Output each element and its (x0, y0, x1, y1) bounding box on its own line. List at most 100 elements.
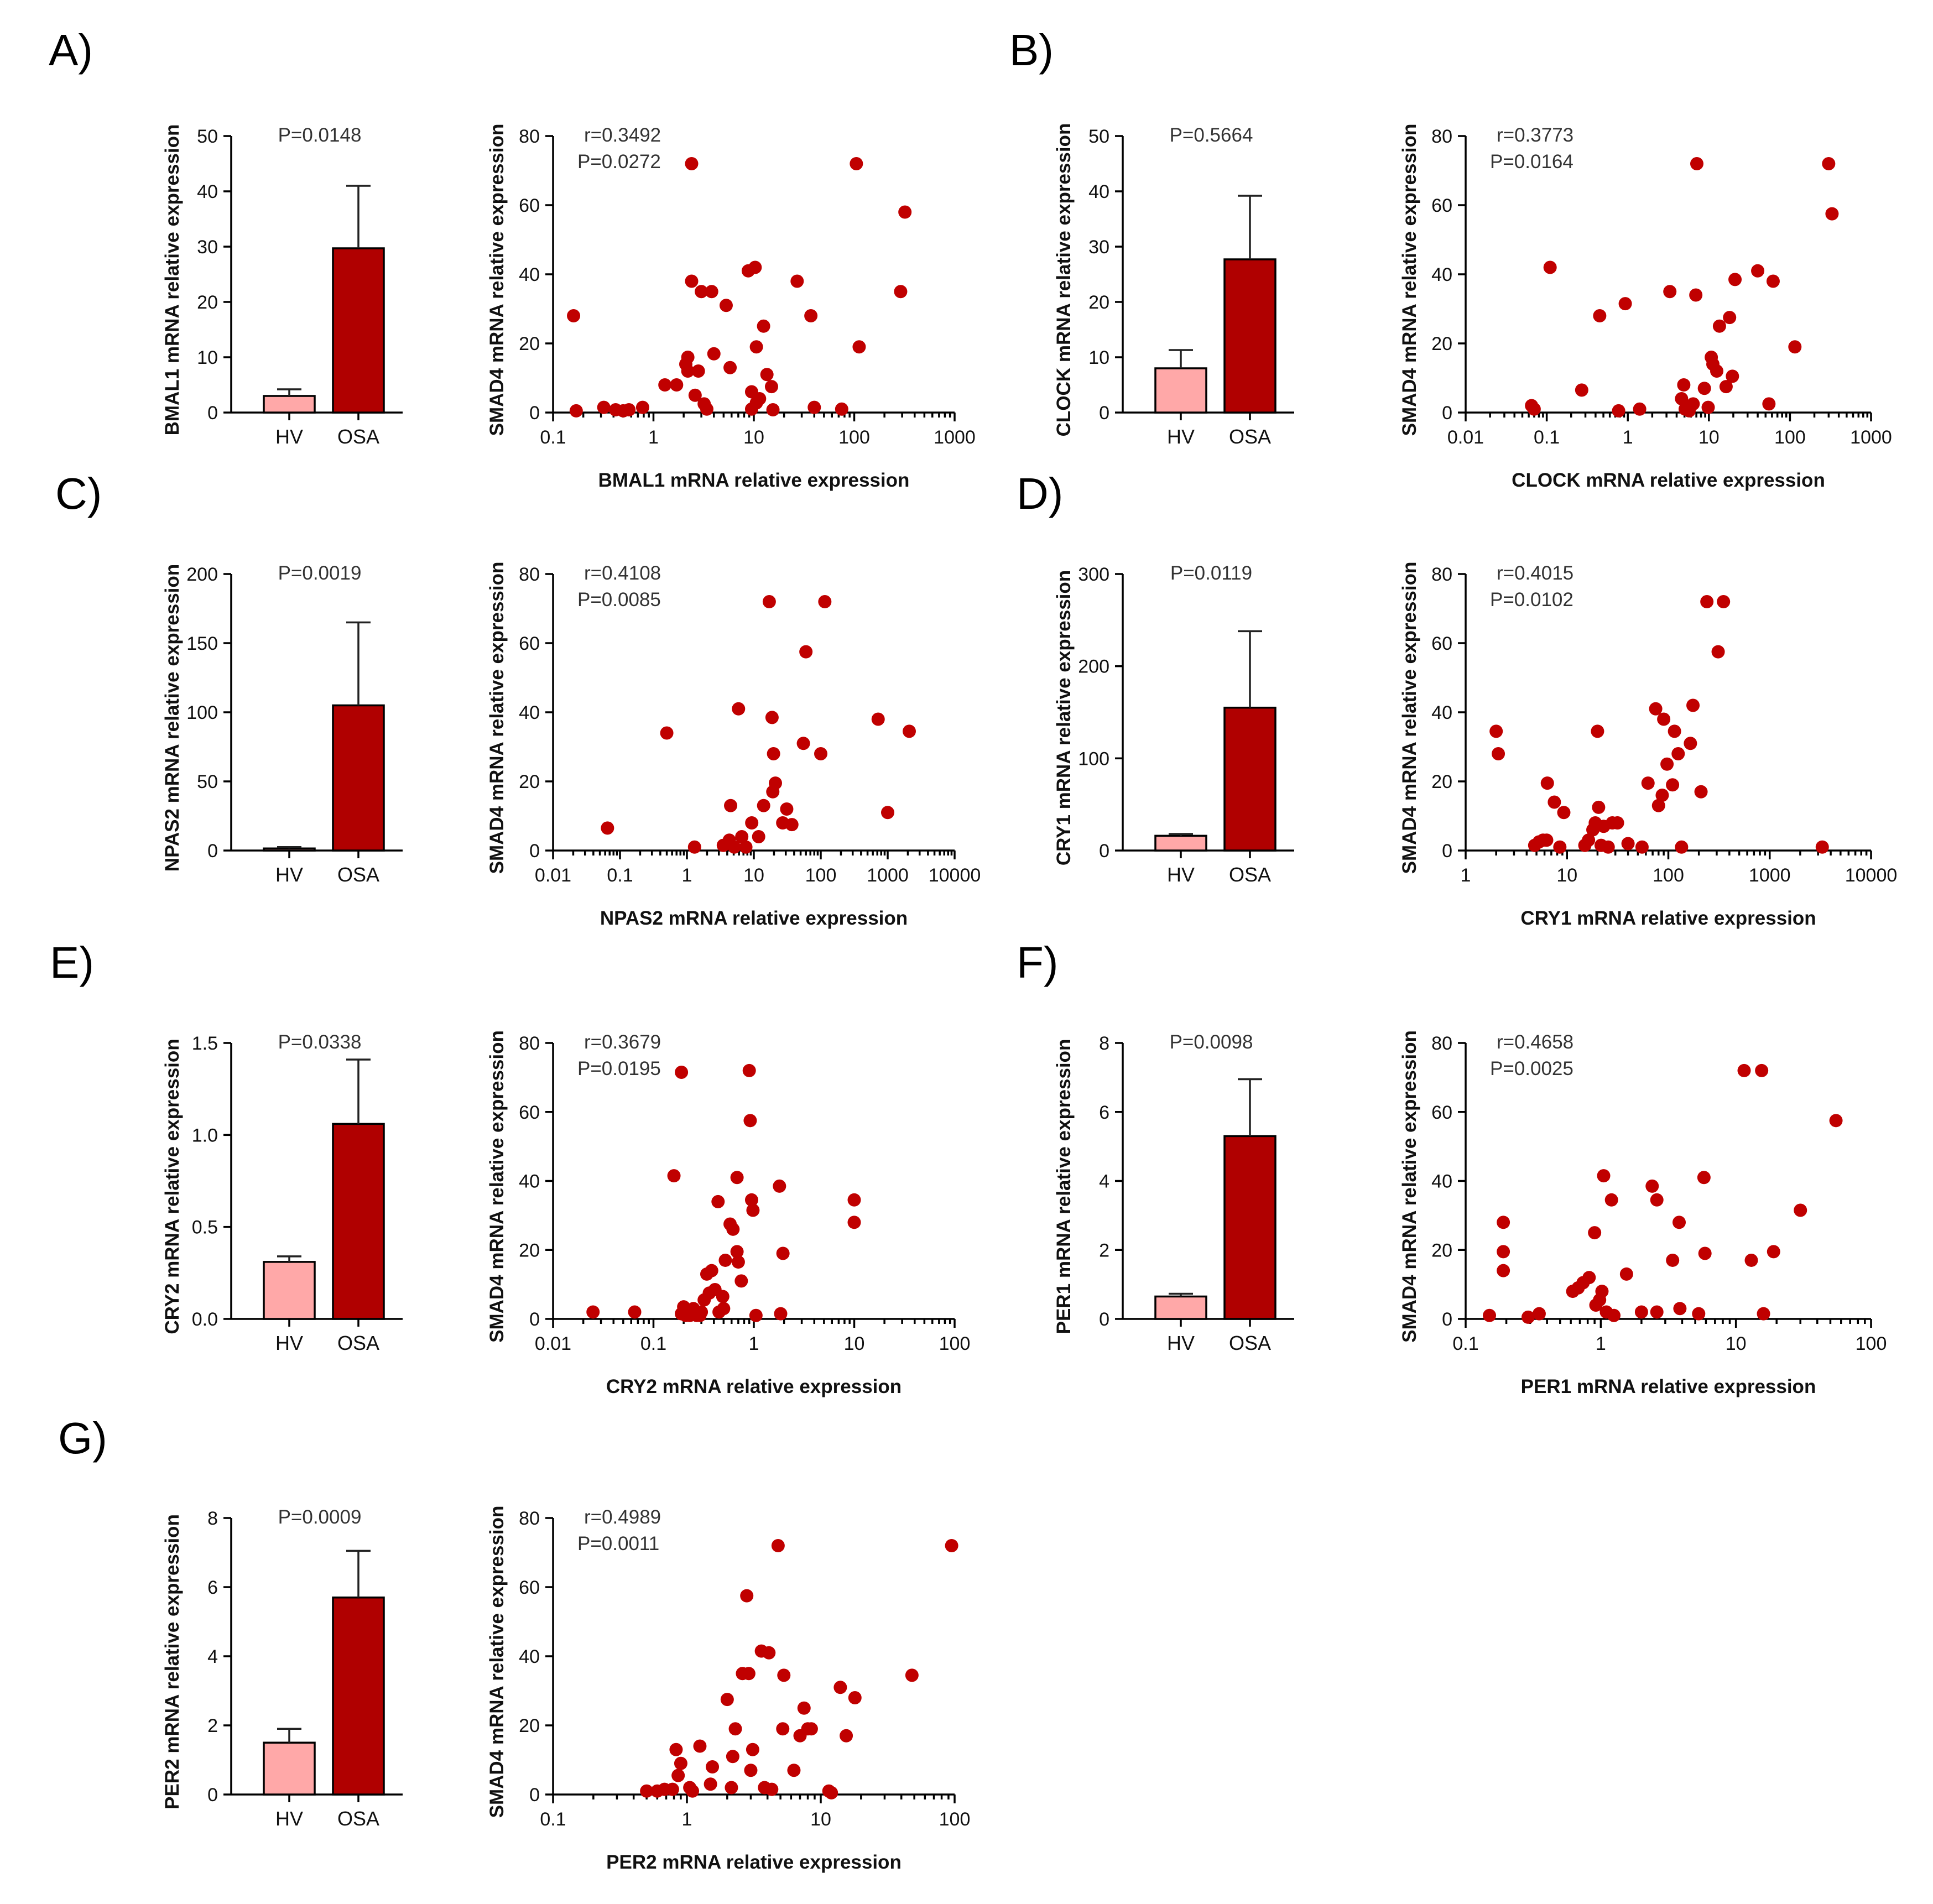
scatter-x-tick-label: 10 (810, 1809, 831, 1830)
data-point (1726, 369, 1739, 383)
data-point (799, 645, 813, 659)
data-point (1677, 378, 1691, 392)
scatter-x-axis-title: CRY1 mRNA relative expression (1520, 907, 1816, 929)
data-point (705, 285, 718, 299)
category-label-hv: HV (1167, 1332, 1195, 1354)
data-point (780, 802, 794, 816)
bar-y-tick-label: 10 (197, 347, 218, 368)
data-point (749, 340, 763, 354)
data-point (945, 1539, 958, 1552)
category-label-osa: OSA (1229, 425, 1271, 448)
scatter-y-tick-label: 60 (519, 633, 540, 654)
data-point (767, 747, 780, 760)
panel-f: F) 0 2 4 6 8 HV OSA P=0.0098 PER1 mRNA relative e… (1017, 938, 1887, 1397)
data-point (742, 1667, 756, 1681)
bar-y-tick-label: 50 (1088, 126, 1109, 147)
data-point (1492, 747, 1505, 760)
data-point (742, 1063, 756, 1077)
data-point (1611, 816, 1624, 830)
bar-chart: 0 10 20 30 40 50 HV OSA P=0.0148 BMAL1 mRNA relat… (161, 124, 403, 448)
scatter-plot: 0 20 40 60 80 1 10 100 1000 10000 r=0.4015 P=0.0102… (1399, 562, 1897, 929)
data-point (833, 1681, 847, 1694)
r-value-label: r=0.3492 (584, 124, 661, 146)
scatter-x-tick-label: 10 (1698, 427, 1720, 448)
data-point (804, 1722, 818, 1736)
scatter-y-axis-title: SMAD4 mRNA relative expression (486, 1506, 508, 1818)
bar-hv (1154, 834, 1207, 852)
data-point (1815, 840, 1829, 854)
data-point (1618, 297, 1632, 311)
data-point (711, 1194, 725, 1208)
scatter-x-tick-label: 10 (1556, 865, 1577, 886)
data-point (1712, 319, 1726, 333)
data-point (1762, 397, 1776, 411)
scatter-x-tick-label: 0.1 (1534, 427, 1560, 448)
bar-y-axis-title: BMAL1 mRNA relative expression (161, 124, 183, 436)
category-label-osa: OSA (1229, 863, 1271, 886)
scatter-x-tick-label: 1 (648, 427, 659, 448)
data-point (695, 1305, 708, 1319)
bar-y-tick-label: 100 (186, 702, 218, 723)
scatter-y-tick-label: 0 (529, 841, 540, 862)
bar-y-tick-label: 0 (1099, 1309, 1109, 1330)
data-point (1543, 260, 1557, 274)
bar-y-tick-label: 30 (197, 237, 218, 258)
data-point (1588, 1226, 1602, 1240)
data-point (1612, 404, 1625, 418)
data-point (671, 1769, 685, 1782)
data-point (628, 1305, 642, 1319)
data-point (734, 1274, 748, 1288)
scatter-x-tick-label: 10 (1726, 1333, 1747, 1354)
panel-label: A) (49, 25, 93, 75)
data-point (744, 1764, 758, 1777)
scatter-x-axis-title: PER1 mRNA relative expression (1521, 1376, 1816, 1397)
data-point (1527, 402, 1541, 416)
data-point (771, 1539, 785, 1552)
bar-chart: 0.0 0.5 1.0 1.5 HV OSA P=0.0338 CRY2 mRNA relat… (161, 1031, 403, 1354)
scatter-y-tick-label: 80 (1431, 1033, 1452, 1054)
data-point (1686, 698, 1700, 712)
bar-osa (332, 247, 385, 414)
scatter-x-tick-label: 0.01 (1447, 427, 1484, 448)
data-point (776, 1722, 790, 1736)
data-point (1663, 285, 1677, 299)
data-point (1737, 1063, 1751, 1077)
data-point (1619, 1267, 1633, 1281)
scatter-x-tick-label: 0.1 (540, 427, 566, 448)
scatter-x-tick-label: 0.1 (540, 1809, 566, 1830)
bar-y-tick-label: 8 (1099, 1033, 1109, 1054)
panel-g: G) 0 2 4 6 8 HV OSA P=0.0009 PER2 mRNA relative e… (58, 1413, 970, 1873)
bar-y-tick-label: 40 (197, 181, 218, 202)
data-point (1532, 1307, 1546, 1321)
scatter-plot: 0 20 40 60 80 0.1 1 10 100 r=0.4989 P=0.0011 PER2 m… (486, 1506, 970, 1873)
p-value-label: P=0.0019 (278, 562, 362, 584)
data-point (1645, 1179, 1659, 1193)
data-point (740, 1589, 754, 1603)
data-point (700, 402, 713, 416)
bar-chart: 0 50 100 150 200 HV OSA P=0.0019 NPAS2 mRNA rela… (161, 562, 403, 886)
data-point (765, 1782, 779, 1796)
data-point (774, 1307, 788, 1321)
data-point (726, 1750, 739, 1764)
data-point (1717, 595, 1731, 608)
scatter-plot: 0 20 40 60 80 0.1 1 10 100 1000 r=0.3492 P=0.0272 BM… (486, 124, 976, 491)
r-value-label: r=0.3679 (584, 1031, 661, 1053)
scatter-x-tick-label: 1 (682, 865, 692, 886)
scatter-y-axis-title: SMAD4 mRNA relative expression (1399, 124, 1420, 436)
data-point (764, 380, 778, 394)
p-value-label: P=0.0025 (1490, 1058, 1574, 1079)
scatter-x-tick-label: 10 (743, 427, 764, 448)
bar-y-axis-title: CRY2 mRNA relative expression (161, 1039, 183, 1334)
data-point (1597, 1169, 1611, 1183)
data-point (1666, 778, 1680, 792)
data-point (753, 392, 767, 405)
data-point (1668, 724, 1681, 738)
data-point (776, 1246, 790, 1260)
data-point (818, 595, 832, 608)
data-point (665, 1782, 679, 1796)
data-point (707, 347, 721, 361)
data-point (766, 403, 780, 416)
p-value-label: P=0.0164 (1490, 151, 1574, 173)
data-point (852, 340, 866, 354)
